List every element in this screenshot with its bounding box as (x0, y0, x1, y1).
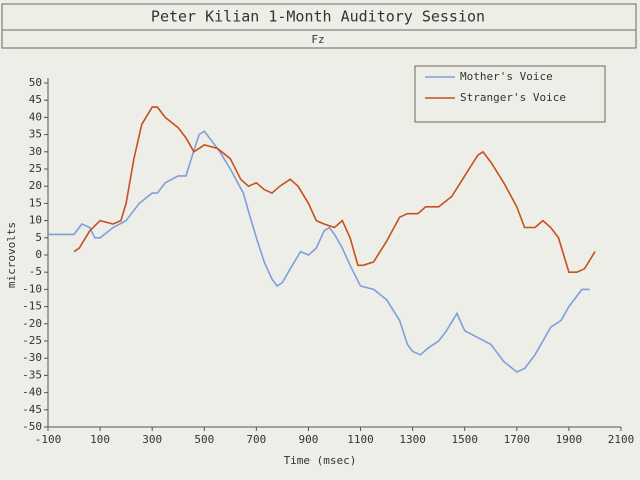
y-tick-label: -10 (22, 282, 42, 295)
x-tick-label: 1500 (451, 433, 478, 446)
legend-label: Stranger's Voice (460, 91, 566, 104)
y-tick-label: 20 (29, 179, 42, 192)
x-tick-label: 700 (246, 433, 266, 446)
y-tick-label: -45 (22, 403, 42, 416)
x-tick-label: 1100 (347, 433, 374, 446)
x-tick-label: 900 (299, 433, 319, 446)
x-tick-label: 300 (142, 433, 162, 446)
y-tick-label: -25 (22, 334, 42, 347)
y-tick-label: 5 (35, 231, 42, 244)
x-tick-label: 100 (90, 433, 110, 446)
y-tick-label: 25 (29, 162, 42, 175)
y-tick-label: -20 (22, 317, 42, 330)
x-axis-label: Time (msec) (284, 454, 357, 467)
y-tick-label: -50 (22, 420, 42, 433)
y-tick-label: 35 (29, 128, 42, 141)
y-tick-label: -40 (22, 386, 42, 399)
y-axis-label: microvolts (5, 222, 18, 288)
x-tick-label: 2100 (608, 433, 635, 446)
series-line (48, 130, 590, 373)
y-tick-label: -30 (22, 351, 42, 364)
x-tick-label: 1300 (399, 433, 426, 446)
y-tick-label: -5 (29, 265, 42, 278)
y-tick-label: 0 (35, 248, 42, 261)
y-tick-label: 50 (29, 76, 42, 89)
x-tick-label: -100 (35, 433, 62, 446)
x-tick-label: 500 (194, 433, 214, 446)
y-tick-label: 30 (29, 145, 42, 158)
x-tick-label: 1700 (504, 433, 531, 446)
y-tick-label: 40 (29, 110, 42, 123)
chart-subtitle: Fz (311, 33, 324, 46)
legend-label: Mother's Voice (460, 70, 553, 83)
y-tick-label: 10 (29, 214, 42, 227)
y-tick-label: 45 (29, 93, 42, 106)
header-box (1, 3, 637, 49)
y-tick-label: 15 (29, 196, 42, 209)
series-line (73, 106, 596, 273)
y-tick-label: -15 (22, 300, 42, 313)
chart-title: Peter Kilian 1-Month Auditory Session (151, 8, 485, 26)
y-tick-label: -35 (22, 368, 42, 381)
x-tick-label: 1900 (556, 433, 583, 446)
legend-box (414, 65, 606, 123)
